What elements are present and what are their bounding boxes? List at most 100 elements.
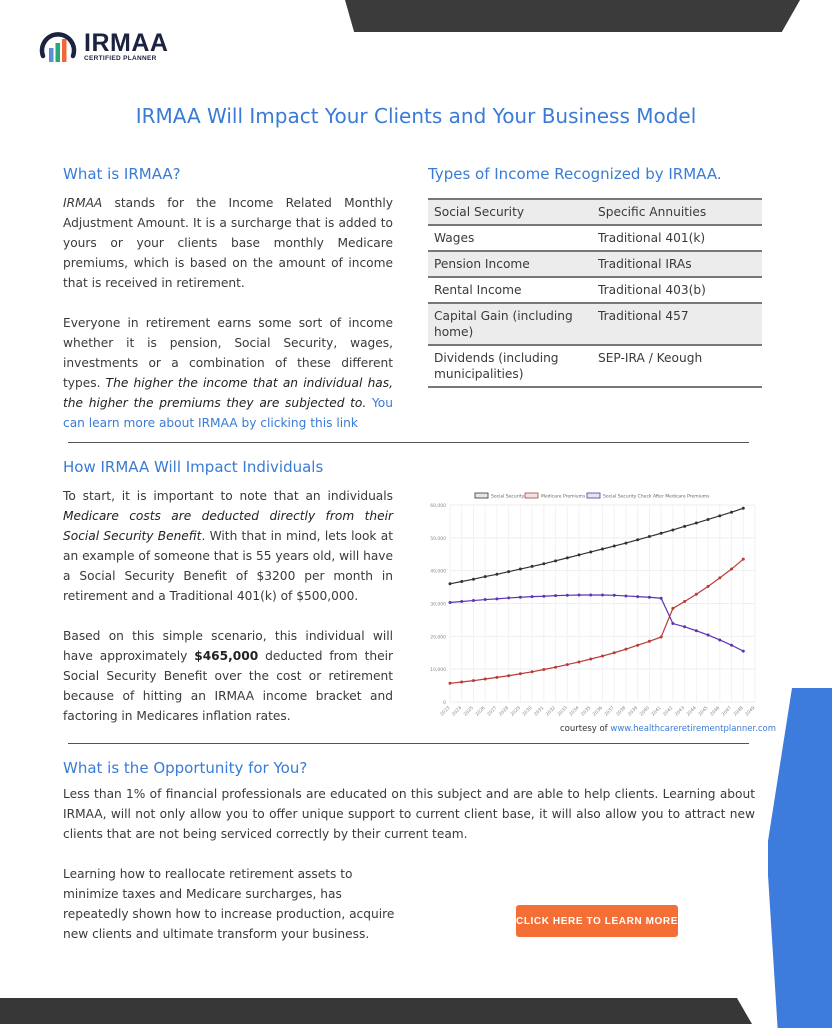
- data-point: [683, 524, 687, 528]
- legend-label: Social Security: [491, 494, 525, 500]
- data-point: [636, 595, 640, 599]
- legend-label: Medicare Premiums: [541, 494, 586, 500]
- data-point: [554, 559, 558, 563]
- data-point: [507, 674, 511, 678]
- legend-swatch: [474, 492, 489, 499]
- table-cell: Pension Income: [428, 250, 598, 277]
- x-tick-label: 2030: [521, 705, 533, 717]
- legend-swatch: [586, 492, 601, 499]
- data-point: [460, 680, 464, 684]
- data-point: [659, 531, 663, 535]
- x-tick-label: 2032: [545, 705, 557, 717]
- divider: [68, 442, 749, 443]
- data-point: [624, 594, 628, 598]
- data-point: [483, 677, 487, 681]
- x-tick-label: 2038: [615, 705, 627, 717]
- data-point: [448, 681, 452, 685]
- data-point: [601, 593, 604, 597]
- what-heading: What is IRMAA?: [63, 165, 181, 183]
- data-point: [589, 657, 593, 661]
- data-point: [741, 649, 745, 653]
- y-tick-label: 60,000: [430, 503, 446, 509]
- data-point: [565, 663, 569, 667]
- data-point: [647, 535, 651, 539]
- data-point: [471, 599, 475, 603]
- x-tick-label: 2026: [474, 705, 486, 717]
- x-tick-label: 2043: [674, 705, 686, 717]
- chart-courtesy: courtesy of www.healthcareretirementplan…: [560, 724, 777, 734]
- table-row: Dividends (including municipalities) SEP-…: [428, 344, 762, 388]
- data-point: [671, 528, 675, 532]
- data-point: [612, 651, 616, 655]
- types-heading: Types of Income Recognized by IRMAA.: [428, 165, 722, 183]
- data-point: [565, 556, 569, 560]
- data-point: [518, 672, 522, 676]
- data-point: [518, 595, 522, 599]
- legend-label: Social Security Check After Medicare Pre…: [603, 494, 710, 500]
- logo-chart-icon: [39, 32, 77, 62]
- data-point: [636, 643, 640, 647]
- data-point: [741, 506, 745, 510]
- x-tick-label: 2028: [498, 705, 510, 717]
- data-point: [495, 572, 499, 576]
- x-tick-label: 2045: [697, 705, 709, 717]
- data-point: [589, 550, 593, 554]
- logo-name: IRMAA: [84, 28, 169, 57]
- data-point: [495, 597, 499, 601]
- data-point: [554, 594, 558, 598]
- opportunity-heading: What is the Opportunity for You?: [63, 759, 308, 777]
- opportunity-paragraph-2: Learning how to reallocate retirement as…: [63, 867, 395, 941]
- courtesy-link[interactable]: www.healthcareretirementplanner.com: [610, 724, 777, 734]
- data-point: [647, 639, 651, 643]
- table-cell: Traditional 401(k): [598, 224, 762, 251]
- y-tick-label: 40,000: [430, 569, 446, 575]
- data-point: [694, 592, 698, 596]
- footer-bar: [0, 998, 752, 1024]
- logo-tagline: CERTIFIED PLANNER: [84, 54, 157, 62]
- table-row: Wages Traditional 401(k): [428, 224, 762, 251]
- table-row: Capital Gain (including home) Traditional…: [428, 302, 762, 345]
- data-point: [694, 629, 698, 633]
- table-cell: Wages: [428, 224, 598, 251]
- x-tick-label: 2040: [638, 705, 650, 717]
- legend-swatch: [524, 492, 539, 499]
- data-point: [577, 553, 581, 557]
- data-point: [683, 600, 687, 604]
- table-row: Pension Income Traditional IRAs: [428, 250, 762, 277]
- data-point: [483, 598, 487, 602]
- x-tick-label: 2027: [486, 705, 498, 717]
- data-point: [612, 593, 616, 597]
- x-tick-label: 2046: [709, 705, 721, 717]
- opportunity-paragraph-1: Less than 1% of financial professionals …: [63, 787, 755, 841]
- x-tick-label: 2035: [580, 705, 592, 717]
- data-point: [577, 593, 581, 597]
- x-tick-label: 2036: [592, 705, 604, 717]
- data-point: [565, 593, 569, 597]
- data-point: [530, 670, 534, 674]
- data-point: [460, 580, 464, 584]
- data-point: [730, 567, 734, 571]
- data-point: [671, 606, 675, 610]
- data-point: [730, 510, 734, 514]
- table-cell: SEP-IRA / Keough: [598, 344, 762, 388]
- data-point: [577, 660, 581, 664]
- data-point: [589, 593, 593, 597]
- y-tick-label: 0: [443, 700, 446, 706]
- table-cell: Capital Gain (including home): [428, 302, 598, 345]
- data-point: [530, 564, 534, 568]
- learn-more-button[interactable]: CLICK HERE TO LEARN MORE: [516, 905, 678, 937]
- y-tick-label: 10,000: [430, 667, 446, 673]
- data-point: [448, 601, 452, 605]
- data-point: [706, 633, 710, 637]
- y-tick-label: 20,000: [430, 634, 446, 640]
- data-point: [601, 547, 604, 551]
- data-point: [518, 567, 522, 571]
- data-point: [507, 570, 511, 574]
- x-tick-label: 2048: [732, 705, 744, 717]
- table-cell: Traditional 457: [598, 302, 762, 345]
- impact-paragraph-2: Based on this simple scenario, this indi…: [63, 629, 393, 723]
- data-point: [471, 679, 475, 683]
- learn-more-link[interactable]: You can learn more about IRMAA by clicki…: [63, 396, 393, 430]
- data-point: [612, 544, 616, 548]
- data-point: [542, 562, 546, 566]
